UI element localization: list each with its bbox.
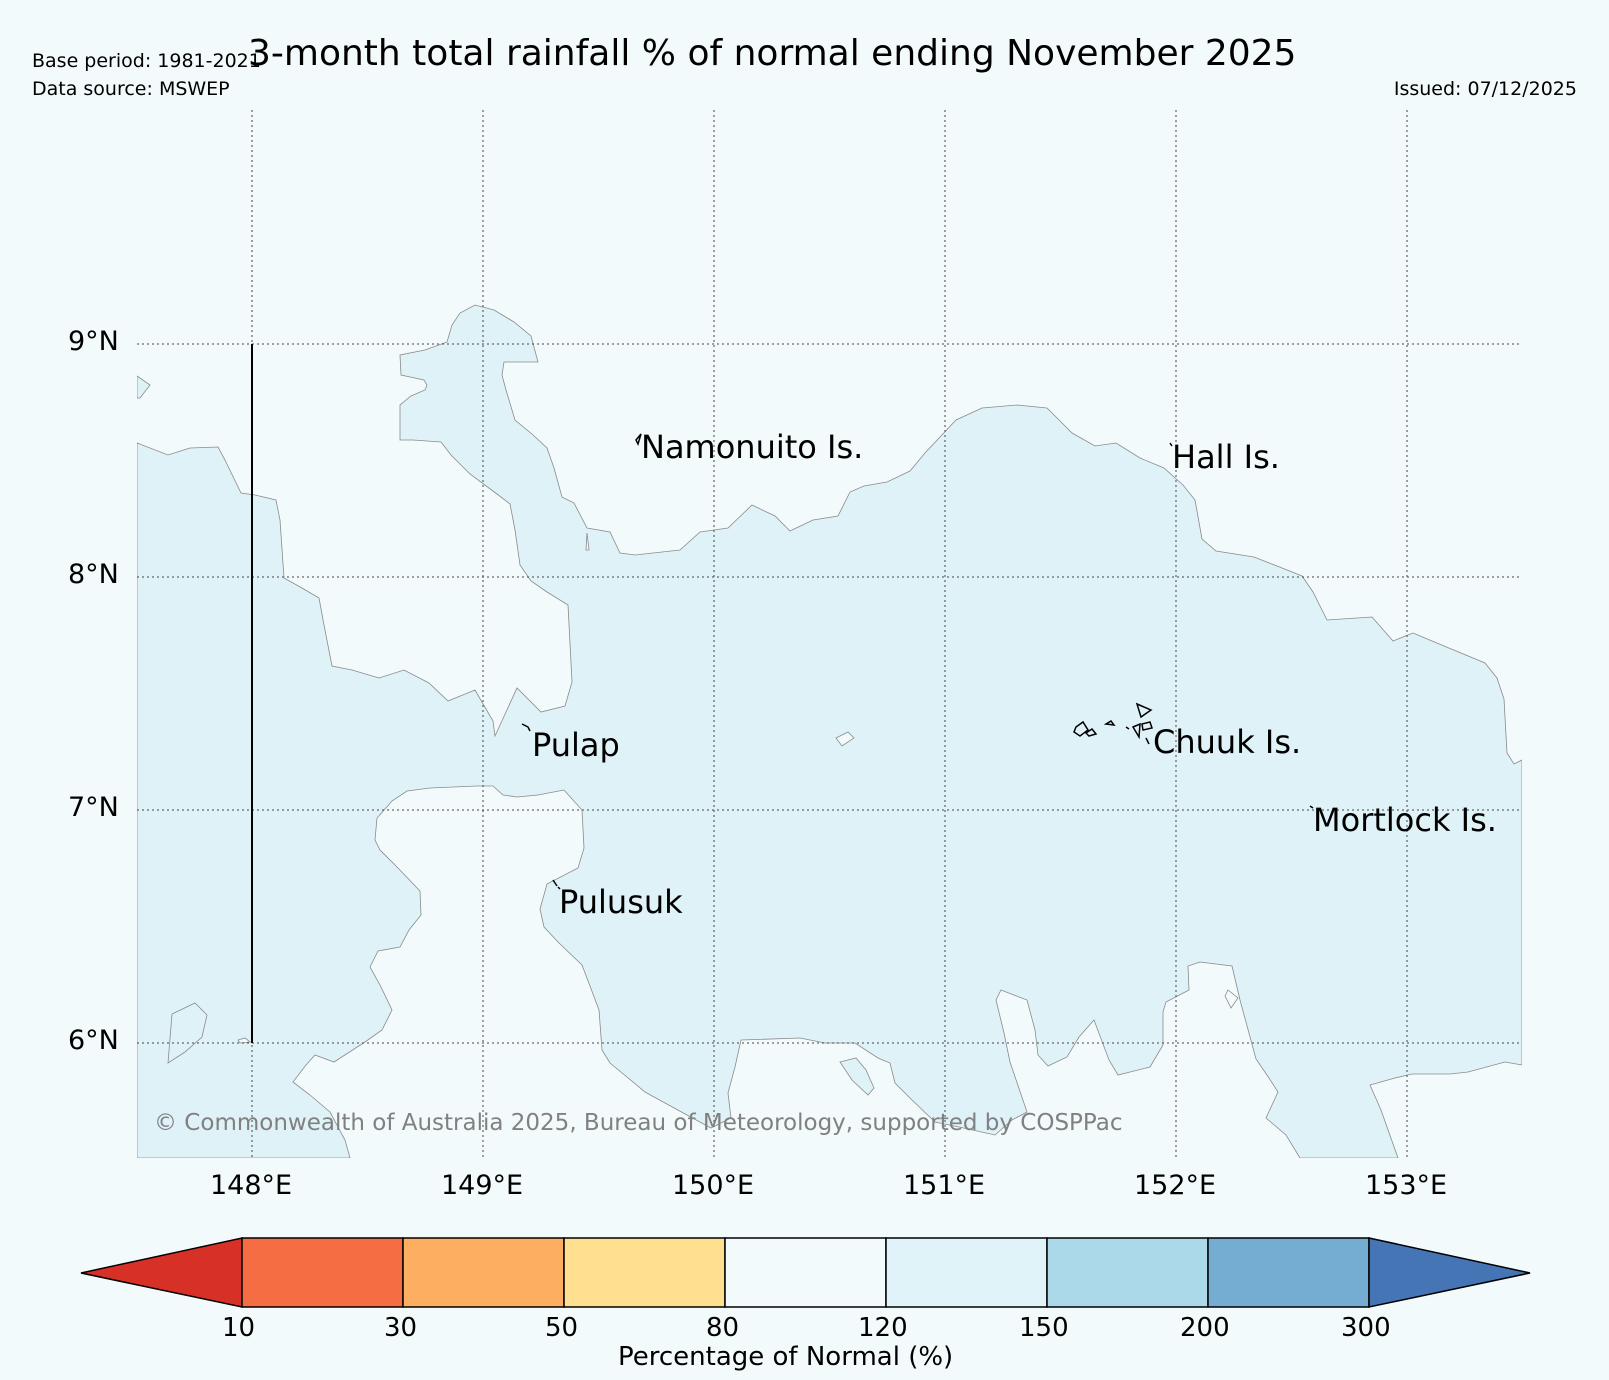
- colorbar: [80, 1237, 1531, 1308]
- lat-label-8n: 8°N: [68, 559, 119, 590]
- lat-label-7n: 7°N: [68, 792, 119, 823]
- graticule: [137, 110, 1522, 1158]
- place-label-pulap: Pulap: [532, 726, 620, 764]
- colorbar-tick-50: 50: [545, 1313, 579, 1343]
- colorbar-swatch-30-50: [402, 1237, 565, 1308]
- colorbar-tick-80: 80: [706, 1313, 740, 1343]
- place-label-namonuito: Namonuito Is.: [641, 428, 864, 466]
- rainfall-region-patch: [137, 375, 151, 399]
- lon-label-153e: 153°E: [1365, 1170, 1448, 1201]
- colorbar-swatch-10-30: [241, 1237, 404, 1308]
- lon-label-152e: 152°E: [1134, 1170, 1217, 1201]
- colorbar-swatch-150-200: [1046, 1237, 1209, 1308]
- rainfall-region-patch: [1224, 989, 1239, 1009]
- colorbar-tick-10: 10: [222, 1313, 256, 1343]
- lon-label-148e: 148°E: [210, 1170, 293, 1201]
- lon-label-149e: 149°E: [441, 1170, 524, 1201]
- issued-date: Issued: 07/12/2025: [1393, 78, 1577, 100]
- colorbar-tick-120: 120: [858, 1313, 908, 1343]
- rainfall-region-patch: [839, 1057, 875, 1096]
- colorbar-swatch-200-300: [1207, 1237, 1370, 1308]
- base-period: Base period: 1981-2021: [32, 50, 261, 72]
- lat-label-9n: 9°N: [68, 326, 119, 357]
- place-label-hall: Hall Is.: [1172, 438, 1280, 476]
- rainfall-region-patch: [835, 731, 855, 747]
- map-frame: [137, 110, 1522, 1158]
- colorbar-tick-300: 300: [1341, 1313, 1391, 1343]
- lon-label-151e: 151°E: [903, 1170, 986, 1201]
- colorbar-tick-30: 30: [384, 1313, 418, 1343]
- colorbar-swatch-80-120: [724, 1237, 887, 1308]
- rainfall-region-patch: [237, 1037, 252, 1044]
- colorbar-swatch-above-300: [1368, 1237, 1531, 1308]
- island-outlines: [521, 433, 1314, 890]
- lon-label-150e: 150°E: [672, 1170, 755, 1201]
- rainfall-region-patch: [167, 1002, 208, 1064]
- data-source: Data source: MSWEP: [32, 78, 230, 100]
- lat-label-6n: 6°N: [68, 1025, 119, 1056]
- rainfall-region-patch: [585, 532, 590, 551]
- colorbar-tick-150: 150: [1019, 1313, 1069, 1343]
- rainfall-region-120-150: [137, 304, 1522, 1158]
- place-label-chuuk: Chuuk Is.: [1153, 723, 1302, 761]
- map-title: 3-month total rainfall % of normal endin…: [248, 33, 1297, 74]
- copyright-notice: © Commonwealth of Australia 2025, Bureau…: [154, 1110, 1123, 1136]
- colorbar-tick-200: 200: [1180, 1313, 1230, 1343]
- place-label-pulusuk: Pulusuk: [559, 883, 683, 921]
- place-label-mortlock: Mortlock Is.: [1313, 801, 1497, 839]
- colorbar-swatch-50-80: [563, 1237, 726, 1308]
- colorbar-swatch-120-150: [885, 1237, 1048, 1308]
- colorbar-swatch-below-10: [80, 1237, 243, 1308]
- colorbar-title: Percentage of Normal (%): [618, 1342, 954, 1372]
